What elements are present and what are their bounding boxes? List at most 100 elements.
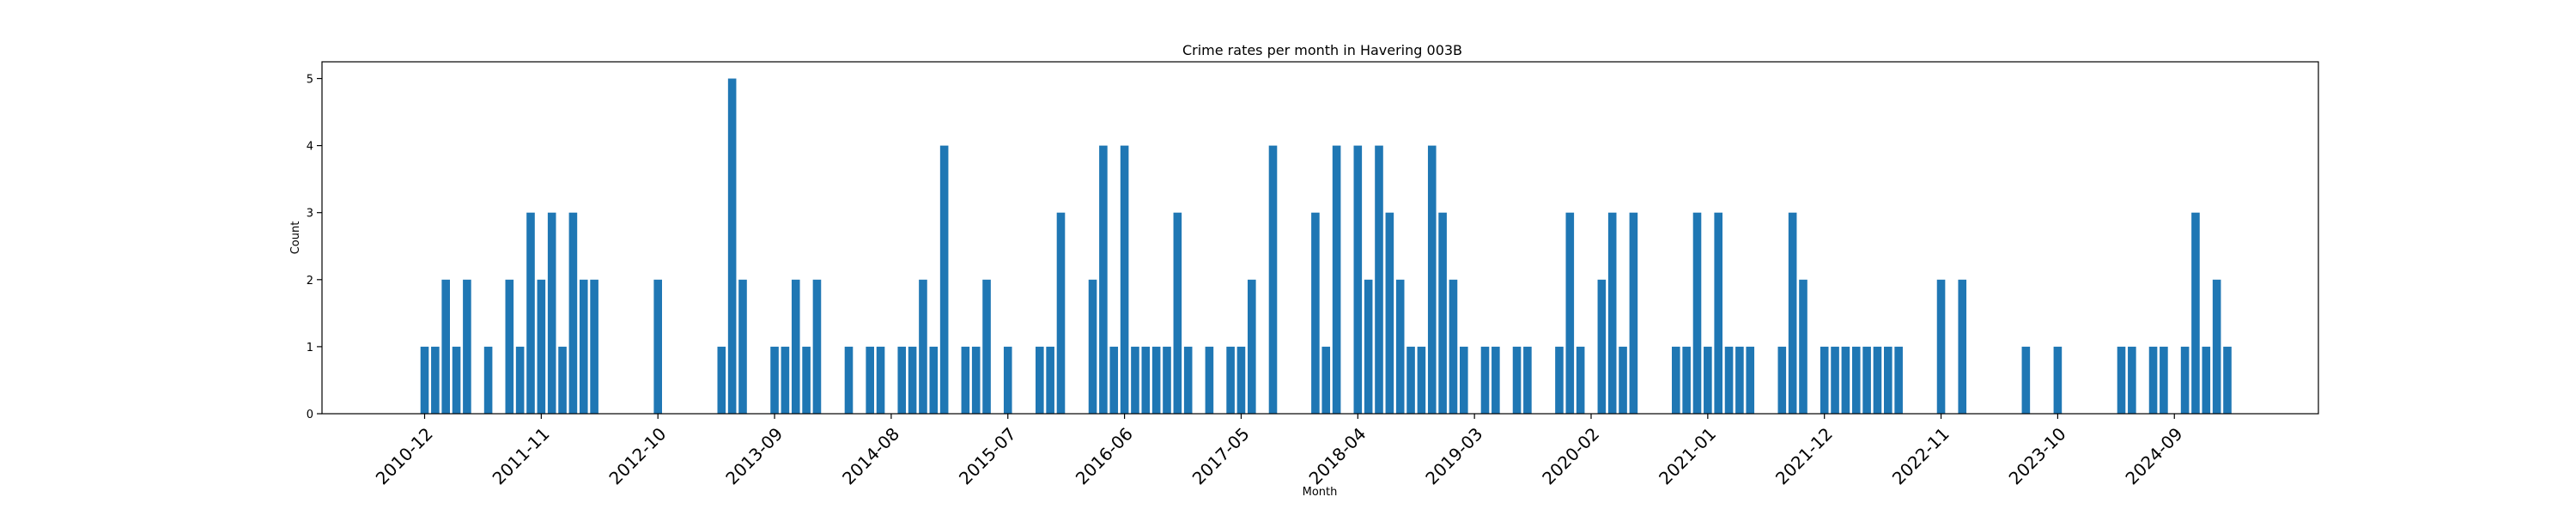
bar bbox=[1163, 346, 1171, 414]
x-axis-label: Month bbox=[1303, 486, 1338, 499]
bar bbox=[1205, 346, 1214, 414]
x-tick-label: 2013-09 bbox=[721, 423, 787, 488]
bar bbox=[1831, 346, 1839, 414]
bar bbox=[1151, 346, 1161, 414]
x-axis: 2010-12 2011-11 2012-10 2013-09 2014-08 2015-… bbox=[372, 414, 2187, 488]
bar bbox=[738, 279, 747, 414]
bar bbox=[441, 279, 450, 414]
bar bbox=[2053, 346, 2063, 414]
chart-title: Crime rates per month in Havering 003B bbox=[1182, 42, 1462, 58]
y-tick-label: 4 bbox=[307, 141, 313, 154]
y-tick-label: 1 bbox=[307, 342, 313, 354]
bar bbox=[929, 346, 939, 414]
bar bbox=[844, 346, 854, 414]
bar bbox=[1607, 212, 1617, 414]
bar bbox=[2223, 346, 2232, 414]
bar bbox=[1862, 346, 1871, 414]
bar bbox=[1109, 346, 1119, 414]
bar bbox=[1873, 346, 1882, 414]
y-tick-label: 0 bbox=[307, 409, 313, 421]
bar bbox=[1512, 346, 1522, 414]
bar bbox=[781, 346, 790, 414]
bar bbox=[515, 346, 525, 414]
bar bbox=[1799, 279, 1807, 414]
bar bbox=[1492, 346, 1500, 414]
bar bbox=[558, 346, 567, 414]
bar bbox=[1692, 212, 1702, 414]
bar bbox=[1565, 212, 1575, 414]
bar bbox=[770, 346, 779, 414]
bar bbox=[1236, 346, 1246, 414]
bar bbox=[1682, 346, 1691, 414]
x-tick-label: 2020-02 bbox=[1538, 423, 1603, 488]
bar bbox=[1894, 346, 1903, 414]
bar bbox=[1576, 346, 1585, 414]
bar bbox=[547, 212, 556, 414]
bar bbox=[1936, 279, 1946, 414]
bars-group bbox=[420, 78, 2232, 415]
bar bbox=[717, 346, 726, 414]
bar bbox=[1417, 346, 1426, 414]
bar bbox=[971, 346, 981, 414]
x-tick-label: 2015-07 bbox=[955, 423, 1020, 488]
bar bbox=[2128, 346, 2136, 414]
bar bbox=[420, 346, 429, 414]
bar bbox=[1088, 279, 1097, 414]
bar bbox=[590, 279, 598, 414]
bar bbox=[1555, 346, 1564, 414]
x-tick-label: 2017-05 bbox=[1188, 423, 1254, 488]
x-tick-label: 2010-12 bbox=[372, 423, 437, 488]
bar bbox=[1385, 212, 1394, 414]
bar bbox=[579, 279, 588, 414]
bar bbox=[505, 279, 514, 414]
bar bbox=[1704, 346, 1712, 414]
bar bbox=[2021, 346, 2031, 414]
y-axis-label: Count bbox=[289, 221, 302, 255]
bar bbox=[961, 346, 970, 414]
bar bbox=[908, 346, 917, 414]
x-tick-label: 2022-11 bbox=[1888, 423, 1953, 488]
bar bbox=[1480, 346, 1490, 414]
bar bbox=[1395, 279, 1405, 414]
x-tick-label: 2021-12 bbox=[1771, 423, 1837, 488]
bar bbox=[1597, 279, 1607, 414]
bar bbox=[1268, 145, 1278, 414]
bar bbox=[1375, 145, 1383, 414]
bar bbox=[1714, 212, 1722, 414]
bar bbox=[897, 346, 907, 414]
y-tick-label: 3 bbox=[307, 208, 313, 221]
bar bbox=[431, 346, 440, 414]
bar bbox=[1449, 279, 1458, 414]
x-tick-label: 2024-09 bbox=[2121, 423, 2186, 488]
bar bbox=[1173, 212, 1182, 414]
bar bbox=[1427, 145, 1437, 414]
x-tick-label: 2012-10 bbox=[605, 423, 670, 488]
bar bbox=[1523, 346, 1532, 414]
bar bbox=[1332, 145, 1341, 414]
bar bbox=[1141, 346, 1151, 414]
bar bbox=[1046, 346, 1054, 414]
x-tick-label: 2014-08 bbox=[838, 423, 903, 488]
plot-frame bbox=[321, 61, 2319, 415]
bar bbox=[866, 346, 874, 414]
bar bbox=[2148, 346, 2158, 414]
x-tick-label: 2011-11 bbox=[489, 423, 554, 488]
bar bbox=[1724, 346, 1734, 414]
x-tick-label: 2019-03 bbox=[1421, 423, 1486, 488]
bar bbox=[1353, 145, 1363, 414]
bar bbox=[526, 212, 535, 414]
bar bbox=[919, 279, 927, 414]
bar bbox=[1735, 346, 1744, 414]
bar bbox=[483, 346, 493, 414]
bar bbox=[1248, 279, 1256, 414]
bar bbox=[1820, 346, 1829, 414]
bar bbox=[1851, 346, 1861, 414]
bar bbox=[1120, 145, 1129, 414]
bar bbox=[2160, 346, 2168, 414]
bar bbox=[1629, 212, 1638, 414]
bar bbox=[1406, 346, 1415, 414]
bar bbox=[1619, 346, 1627, 414]
bar bbox=[2212, 279, 2221, 414]
bar bbox=[2191, 212, 2200, 414]
